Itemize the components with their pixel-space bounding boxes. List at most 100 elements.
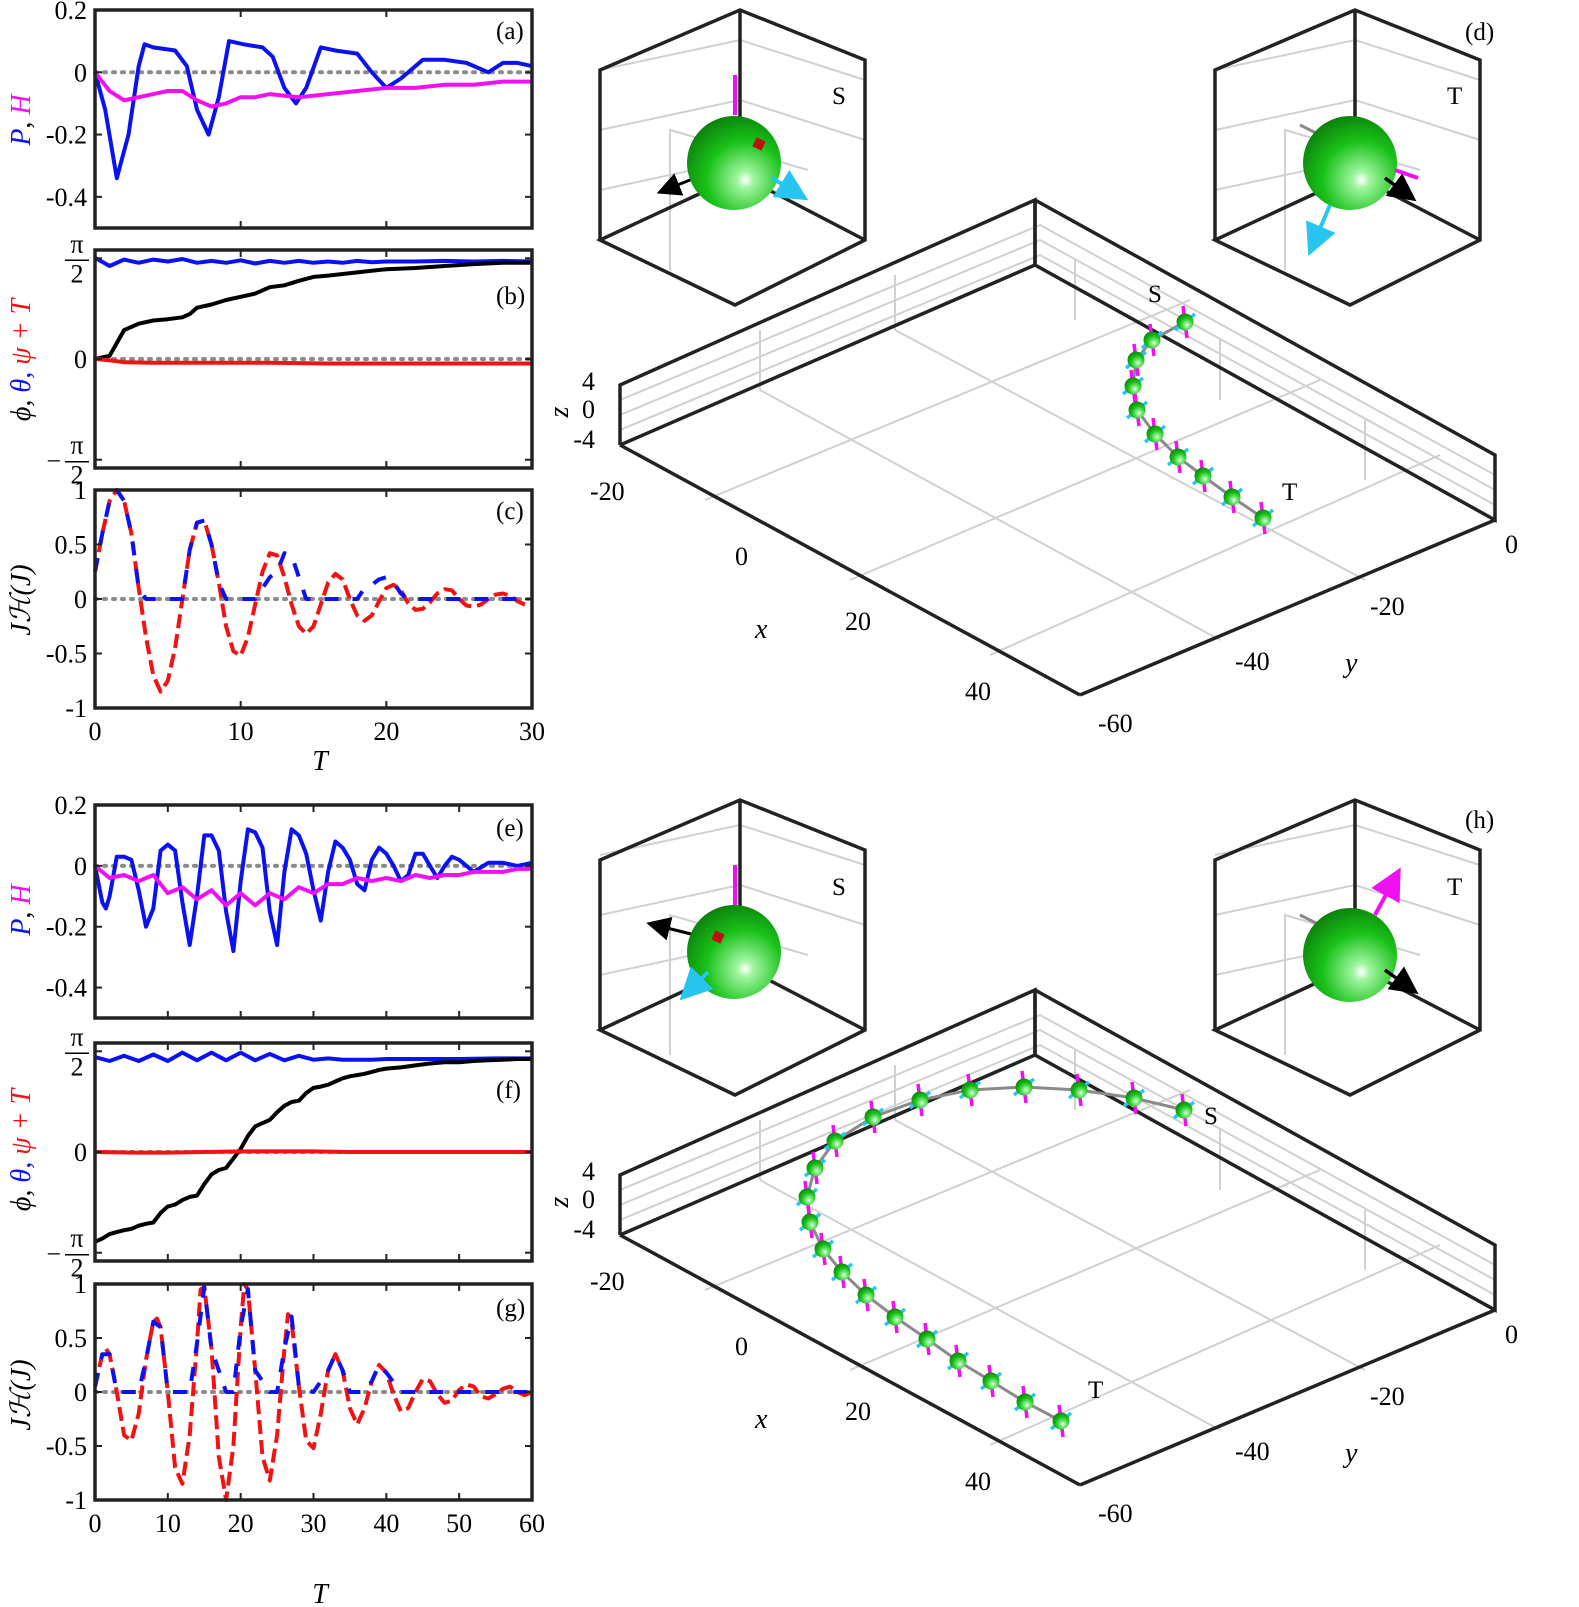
x-tick-label: 40 [373, 1509, 399, 1538]
series-line-magenta [93, 71, 532, 109]
inset-cube-S-top: S [595, 8, 867, 307]
x-tick-label: 0 [89, 1509, 102, 1538]
inset-label-T-bottom: T [1447, 874, 1462, 901]
trajectory-sphere [857, 1286, 875, 1304]
z-axis-label: z [544, 1196, 575, 1208]
series-line-blue [94, 1050, 532, 1063]
x-tick: 20 [845, 607, 871, 636]
x-axis-label: x [754, 1404, 768, 1435]
series-line-magenta [93, 864, 532, 908]
x-tick-label: 30 [519, 717, 545, 746]
series-line-black [94, 1057, 532, 1244]
trajectory-sphere [1254, 509, 1272, 527]
y-tick-label: 1 [74, 476, 87, 505]
trajectory-sphere [1128, 401, 1146, 419]
trajectory-sphere [798, 1188, 816, 1206]
x-tick-label: 60 [519, 1509, 545, 1538]
z-tick: -4 [573, 1215, 595, 1244]
inset-cube-T-bottom: T [1210, 798, 1482, 1097]
trajectory-sphere [1194, 467, 1212, 485]
x-tick: 40 [965, 677, 991, 706]
y-tick: 0 [1505, 530, 1518, 559]
panel-label-b: (b) [496, 283, 525, 310]
trajectory-sphere [911, 1091, 929, 1109]
x-tick-label: 10 [155, 1509, 181, 1538]
y-tick-label: π2− [46, 431, 89, 490]
inset-label-S-bottom: S [832, 874, 846, 901]
trajectory-start-label: S [1148, 281, 1162, 308]
svg-text:π: π [70, 229, 83, 258]
x-tick: 0 [735, 1332, 748, 1361]
y-tick-label: -0.2 [46, 913, 87, 942]
trajectory-sphere [1146, 425, 1164, 443]
3d-box-bottom: 4 0 -4 z -20 0 20 40 x 0 -20 -40 -60 y S… [544, 987, 1518, 1528]
y-axis-label: y [1342, 1438, 1358, 1469]
plot-b: π2 0 π2− [46, 229, 534, 490]
x-tick-label: 20 [228, 1509, 254, 1538]
inset-label-S-top: S [832, 83, 846, 110]
trajectory-sphere [918, 1330, 936, 1348]
y-tick: -60 [1098, 1499, 1133, 1528]
y-axis-label: y [1342, 648, 1358, 679]
trajectory-sphere [961, 1081, 979, 1099]
y-tick-label: -0.4 [46, 183, 87, 212]
y-tick-label: -0.2 [46, 121, 87, 150]
panel-label-h: (h) [1465, 807, 1494, 834]
y-tick-label: π2− [46, 1224, 89, 1283]
svg-text:−: − [46, 1240, 61, 1269]
xlabel-T-bottom: T [312, 1579, 330, 1607]
x-tick: 0 [735, 542, 748, 571]
y-tick-label: 0 [74, 1138, 87, 1167]
y-tick-label: 0.2 [55, 0, 88, 25]
trajectory-sphere [814, 1240, 832, 1258]
plot-e: 0.2 0 -0.2 -0.4 [46, 791, 534, 1020]
svg-text:π: π [70, 1022, 83, 1051]
series-line-blue [93, 1285, 532, 1394]
trajectory-sphere [1169, 448, 1187, 466]
trajectory-sphere [1143, 331, 1161, 349]
y-tick-label: -1 [65, 694, 87, 723]
svg-text:−: − [46, 447, 61, 476]
ylabel-PH-top: P, H [6, 93, 37, 147]
trajectory-sphere [1124, 377, 1142, 395]
x-tick: 40 [965, 1467, 991, 1496]
panel-label-f: (f) [496, 1077, 521, 1104]
plot-frame [93, 8, 534, 230]
y-tick-label: -0.5 [46, 1432, 87, 1461]
ylabel-JH-bottom: Jℋ(J) [6, 1359, 37, 1430]
y-tick-label: 0 [74, 58, 87, 87]
trajectory-sphere [833, 1263, 851, 1281]
x-tick-label: 20 [373, 717, 399, 746]
ylabel-PH-bottom: P, H [6, 883, 37, 937]
series-line-blue [94, 255, 533, 268]
trajectory-sphere [1125, 1089, 1143, 1107]
ylabel-angles-bottom: ϕ, θ, ψ + T [6, 1087, 37, 1212]
y-tick: -20 [1370, 592, 1405, 621]
z-tick: 0 [582, 1185, 595, 1214]
trajectory-end-label: T [1282, 479, 1297, 506]
trajectory-sphere [1015, 1078, 1033, 1096]
trajectory-sphere [1223, 488, 1241, 506]
trajectory-sphere [806, 1159, 824, 1177]
y-tick: -60 [1098, 709, 1133, 738]
trajectory-sphere [949, 1352, 967, 1370]
svg-text:2: 2 [71, 259, 84, 288]
trajectory-sphere [1127, 351, 1145, 369]
series-line-blue [93, 488, 532, 601]
trajectory-bottom [795, 1070, 1196, 1438]
y-tick-label: 0.2 [55, 791, 88, 820]
z-tick: 4 [582, 1157, 595, 1186]
x-tick-label: 10 [228, 717, 254, 746]
panel-label-a: (a) [496, 18, 524, 45]
series-line-black [94, 260, 532, 361]
y-tick-label: 0 [74, 345, 87, 374]
panel-label-e: (e) [496, 815, 524, 842]
series-line-blue [93, 39, 533, 181]
svg-text:2: 2 [71, 1052, 84, 1081]
y-tick-label: 0.5 [55, 1324, 88, 1353]
x-axis-label: x [754, 614, 768, 645]
trajectory-top [1121, 305, 1275, 535]
x-tick-label: 50 [446, 1509, 472, 1538]
trajectory-sphere [801, 1213, 819, 1231]
x-tick: 20 [845, 1397, 871, 1426]
